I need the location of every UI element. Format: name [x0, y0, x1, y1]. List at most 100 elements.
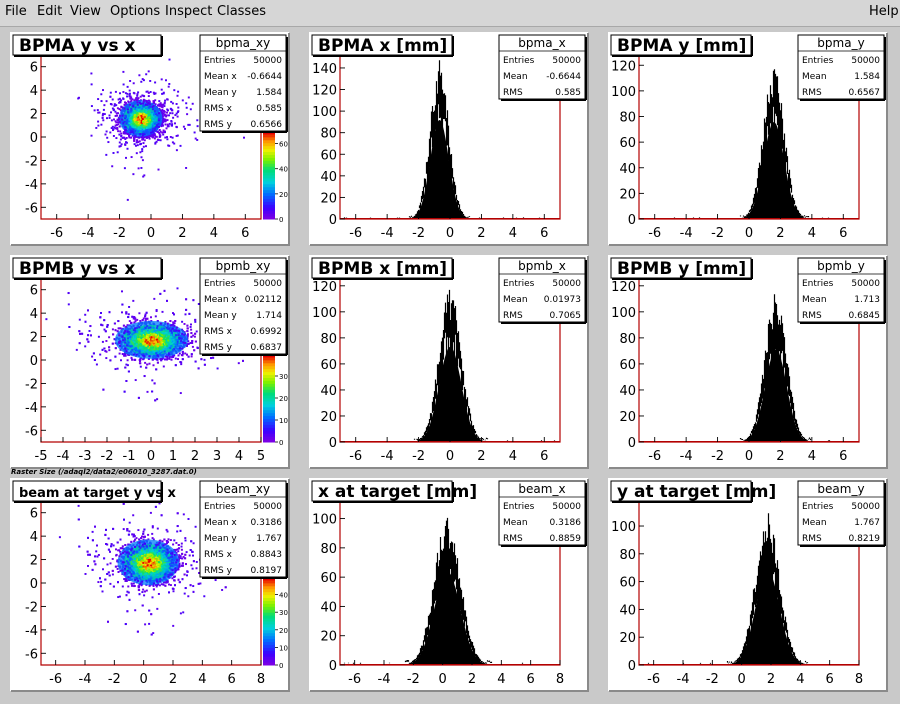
color-scale-band	[263, 154, 275, 157]
heatmap-cell	[148, 107, 150, 109]
heatmap-cell	[171, 123, 173, 125]
heatmap-cell	[160, 139, 162, 141]
stats-value: 0.6567	[849, 88, 881, 98]
heatmap-cell	[119, 125, 121, 127]
menu-help[interactable]: Help	[869, 4, 899, 19]
heatmap-cell	[163, 130, 165, 132]
heatmap-cell	[155, 116, 157, 118]
x-tick-label: -2	[113, 226, 126, 241]
heatmap-cell	[142, 110, 144, 112]
heatmap-cell	[182, 99, 184, 101]
heatmap-cell	[128, 137, 130, 139]
heatmap-cell	[130, 137, 132, 139]
heatmap-cell	[185, 102, 187, 104]
heatmap-cell	[116, 112, 118, 114]
menu-options[interactable]: Options	[110, 4, 160, 19]
menu-file[interactable]: File	[5, 4, 27, 19]
heatmap-cell	[115, 127, 117, 129]
heatmap-cell	[144, 137, 146, 139]
heatmap-cell	[125, 157, 127, 159]
color-scale-label: 20	[279, 191, 288, 199]
heatmap-cell	[152, 118, 154, 120]
heatmap-cell	[170, 120, 172, 122]
heatmap-cell	[148, 125, 150, 127]
menu-view[interactable]: View	[70, 4, 101, 19]
heatmap-cell	[122, 137, 124, 139]
heatmap-cell	[183, 126, 185, 128]
heatmap-cell	[119, 92, 121, 94]
heatmap-cell	[187, 124, 189, 126]
heatmap-cell	[139, 133, 141, 135]
heatmap-cell	[153, 114, 155, 116]
heatmap-cell	[162, 134, 164, 136]
heatmap-cell	[150, 316, 152, 318]
x-tick-label: -4	[381, 226, 394, 241]
stats-label: Entries	[503, 56, 535, 66]
heatmap-cell	[104, 113, 106, 115]
y-tick-label: 20	[619, 187, 636, 202]
heatmap-cell	[152, 128, 154, 130]
heatmap-cell	[115, 91, 117, 93]
heatmap-cell	[169, 59, 171, 61]
heatmap-cell	[136, 139, 138, 141]
y-tick-label: -6	[25, 201, 38, 216]
heatmap-cell	[148, 114, 150, 116]
heatmap-cell	[130, 130, 132, 132]
color-scale-band	[263, 178, 275, 181]
menu-classes[interactable]: Classes	[217, 4, 266, 19]
heatmap-cell	[172, 102, 174, 104]
heatmap-cell	[166, 112, 168, 114]
heatmap-cell	[89, 330, 91, 332]
stats-value: -0.6644	[546, 72, 581, 82]
heatmap-cell	[172, 137, 174, 139]
heatmap-cell	[192, 335, 194, 337]
heatmap-cell	[146, 129, 148, 131]
x-tick-label: -2	[711, 226, 724, 241]
heatmap-cell	[130, 97, 132, 99]
heatmap-cell	[175, 358, 177, 360]
color-scale-band	[263, 160, 275, 163]
stats-label: Mean y	[204, 88, 237, 98]
heatmap-cell	[147, 391, 149, 393]
heatmap-cell	[105, 154, 107, 156]
heatmap-cell	[158, 112, 160, 114]
heatmap-cell	[91, 105, 93, 107]
heatmap-cell	[143, 125, 145, 127]
heatmap-cell	[130, 108, 132, 110]
stats-value: 50000	[552, 56, 581, 66]
heatmap-cell	[143, 105, 145, 107]
heatmap-cell	[158, 139, 160, 141]
x-tick-label: -4	[680, 226, 693, 241]
heatmap-cell	[139, 143, 141, 145]
heatmap-cell	[125, 129, 127, 131]
stats-label: Mean x	[204, 72, 237, 82]
heatmap-cell	[154, 82, 156, 84]
heatmap-cell	[139, 102, 141, 104]
heatmap-cell	[195, 138, 197, 140]
heatmap-cell	[144, 362, 146, 364]
heatmap-cell	[170, 136, 172, 138]
heatmap-cell	[120, 133, 122, 135]
heatmap-cell	[120, 359, 122, 361]
color-scale-band	[263, 146, 275, 149]
heatmap-cell	[134, 111, 136, 113]
menu-inspect[interactable]: Inspect	[165, 4, 212, 19]
heatmap-cell	[177, 135, 179, 137]
heatmap-cell	[188, 97, 190, 99]
heatmap-cell	[136, 152, 138, 154]
heatmap-cell	[141, 148, 143, 150]
heatmap-cell	[77, 98, 79, 100]
menu-edit[interactable]: Edit	[37, 4, 62, 19]
heatmap-cell	[238, 362, 240, 364]
heatmap-cell	[141, 150, 143, 152]
heatmap-cell	[167, 109, 169, 111]
stats-label: Entries	[204, 56, 236, 66]
heatmap-cell	[187, 333, 189, 335]
heatmap-cell	[164, 131, 166, 133]
heatmap-cell	[176, 103, 178, 105]
heatmap-cell	[120, 106, 122, 108]
stats-value: 50000	[253, 56, 282, 66]
x-tick-label: -6	[50, 226, 63, 241]
